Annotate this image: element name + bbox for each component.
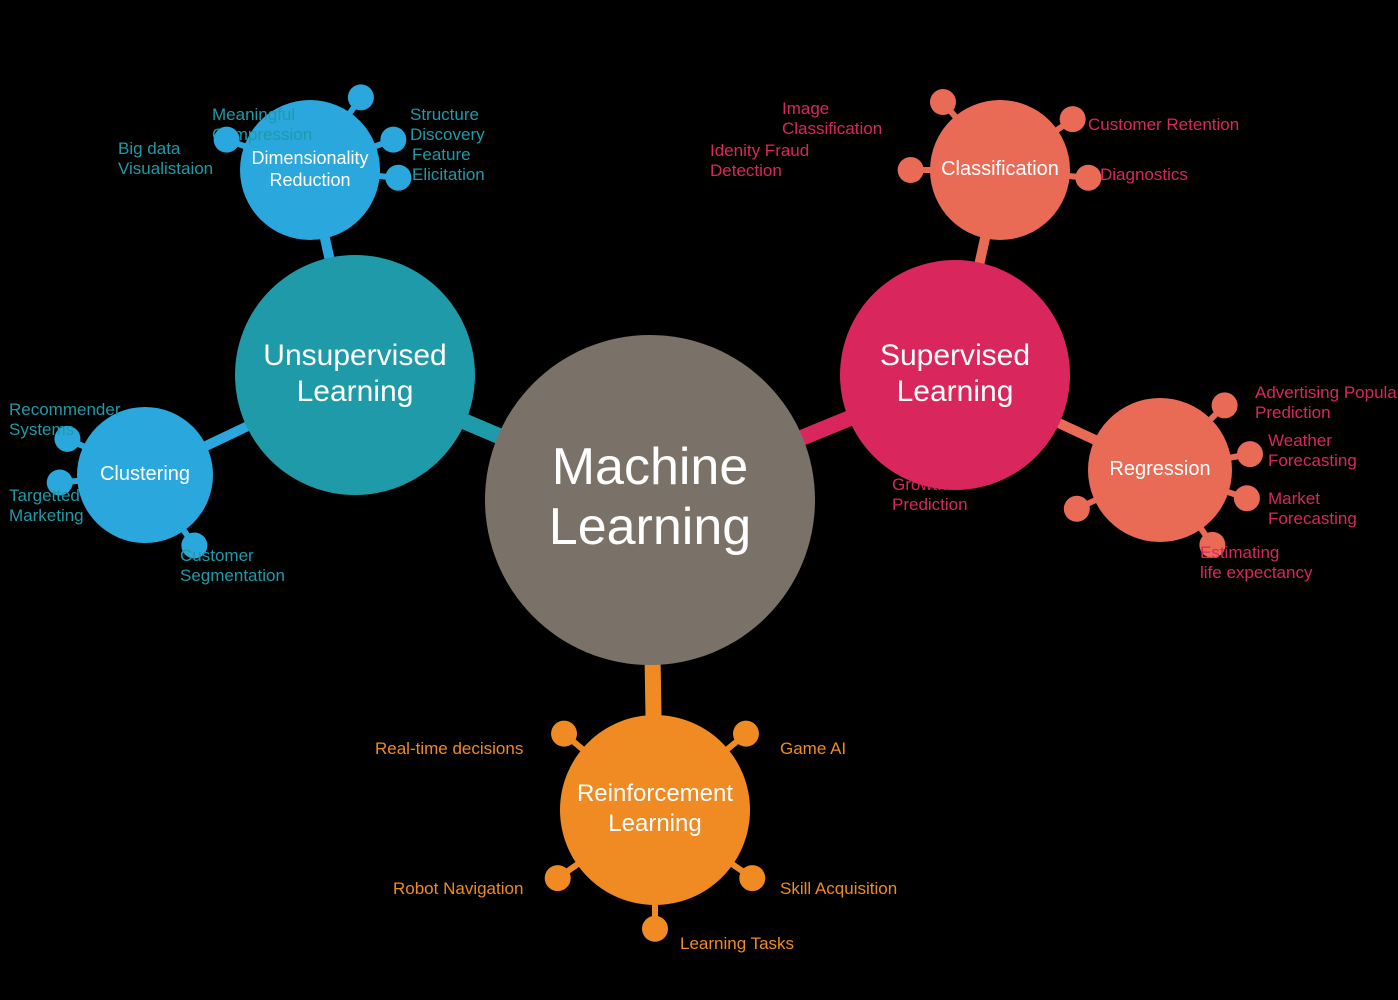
leaf-label-13: MarketForecasting bbox=[1268, 489, 1357, 528]
leaf-label-20: Learning Tasks bbox=[680, 934, 794, 953]
leaf-dot-18 bbox=[545, 865, 571, 891]
leaf-dot-19 bbox=[739, 865, 765, 891]
leaf-dot-3 bbox=[385, 165, 411, 191]
leaf-label-12: WeatherForecasting bbox=[1268, 431, 1357, 470]
leaf-label-10: Diagnostics bbox=[1100, 165, 1188, 184]
leaf-label-9: Idenity FraudDetection bbox=[710, 141, 809, 180]
leaf-dot-17 bbox=[733, 721, 759, 747]
leaf-label-19: Skill Acquisition bbox=[780, 879, 897, 898]
leaf-dot-0 bbox=[348, 84, 374, 110]
ml-mindmap-diagram: MachineLearningUnsupervisedLearningSuper… bbox=[0, 0, 1398, 1000]
leaf-label-1: StructureDiscovery bbox=[410, 105, 485, 144]
subhub-node-label-classification: Classification bbox=[941, 158, 1059, 180]
leaf-dot-16 bbox=[551, 721, 577, 747]
leaf-dot-8 bbox=[1060, 106, 1086, 132]
leaf-label-18: Robot Navigation bbox=[393, 879, 523, 898]
leaf-label-6: CustomerSegmentation bbox=[180, 546, 285, 585]
leaf-label-8: Customer Retention bbox=[1088, 115, 1239, 134]
leaf-label-2: Big dataVisualistaion bbox=[118, 139, 213, 178]
leaf-label-17: Game AI bbox=[780, 739, 846, 758]
leaf-dot-11 bbox=[1212, 392, 1238, 418]
leaf-dot-9 bbox=[898, 157, 924, 183]
leaf-label-16: Real-time decisions bbox=[375, 739, 523, 758]
leaf-dot-10 bbox=[1075, 165, 1101, 191]
leaf-label-3: FeatureElicitation bbox=[412, 145, 485, 184]
leaf-dot-12 bbox=[1237, 441, 1263, 467]
leaf-label-7: ImageClassification bbox=[782, 99, 882, 138]
leaf-dot-7 bbox=[930, 89, 956, 115]
leaf-label-14: Estimatinglife expectancy bbox=[1200, 543, 1313, 582]
leaf-dot-2 bbox=[214, 127, 240, 153]
subhub-node-label-clustering: Clustering bbox=[100, 463, 190, 485]
leaf-label-5: TargettedMarketing bbox=[9, 486, 84, 525]
leaf-dot-15 bbox=[1064, 496, 1090, 522]
leaf-dot-13 bbox=[1234, 485, 1260, 511]
subhub-node-label-regression: Regression bbox=[1109, 458, 1210, 480]
leaf-dot-1 bbox=[380, 127, 406, 153]
leaf-dot-20 bbox=[642, 916, 668, 942]
leaf-label-11: Advertising PopularityPrediction bbox=[1255, 383, 1398, 422]
